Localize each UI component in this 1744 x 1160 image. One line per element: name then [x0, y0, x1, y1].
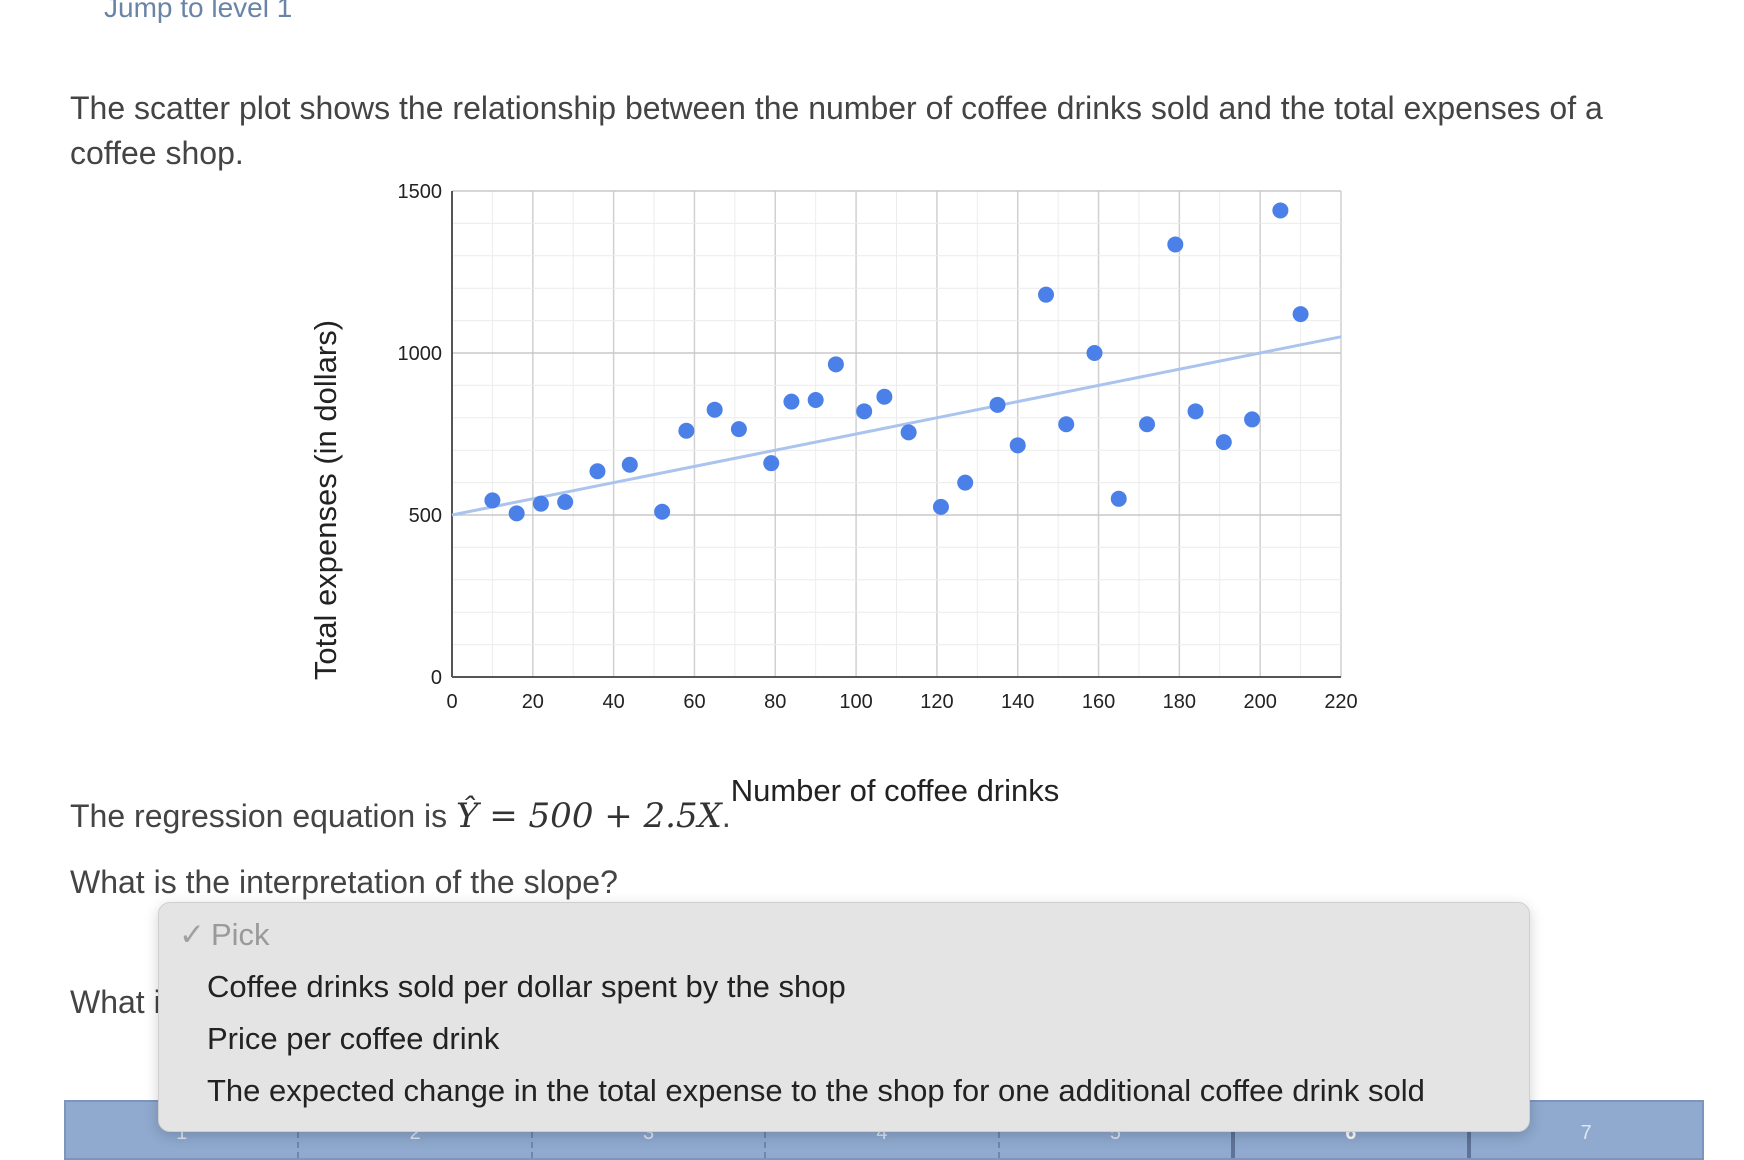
data-point: [783, 393, 800, 410]
data-point: [589, 463, 606, 480]
x-tick-label: 200: [1243, 691, 1276, 713]
y-tick-label: 0: [431, 667, 442, 689]
scatter-chart: 0 20 40 60 80 100 120 140 160 180 200 220 0 500 1000 15…: [308, 181, 1358, 808]
dropdown-option[interactable]: Price per coffee drink: [207, 1021, 500, 1056]
data-point: [989, 396, 1006, 413]
x-tick-label: 120: [920, 691, 953, 713]
data-point: [508, 505, 525, 522]
data-point: [900, 424, 917, 441]
x-tick-label: 20: [522, 691, 544, 713]
x-axis-label: Number of coffee drinks: [730, 773, 1060, 808]
y-tick-label: 1500: [398, 181, 443, 203]
data-point: [532, 495, 549, 512]
data-point: [1009, 437, 1026, 454]
x-tick-label: 160: [1082, 691, 1115, 713]
data-point: [1110, 490, 1127, 507]
checkmark-icon: ✓: [179, 917, 205, 952]
data-point: [1038, 286, 1055, 303]
x-tick-label: 180: [1163, 691, 1196, 713]
data-point: [763, 455, 780, 472]
regression-prefix: The regression equation is: [70, 798, 448, 834]
progress-step[interactable]: 7: [1580, 1122, 1592, 1144]
x-tick-label: 100: [839, 691, 872, 713]
data-point: [876, 388, 893, 405]
x-tick-label: 80: [764, 691, 786, 713]
x-tick-label: 60: [683, 691, 705, 713]
data-point: [856, 403, 873, 420]
data-point: [706, 401, 723, 418]
data-point: [1086, 345, 1103, 361]
dropdown-option[interactable]: The expected change in the total expense…: [207, 1073, 1425, 1108]
data-point: [1215, 434, 1232, 451]
data-point: [1058, 416, 1075, 433]
second-question-partial: What i: [70, 984, 161, 1020]
data-point: [827, 356, 844, 373]
data-point: [1244, 411, 1261, 428]
regression-suffix: .: [721, 798, 731, 834]
data-point: [807, 391, 824, 408]
y-axis-label: Total expenses (in dollars): [308, 319, 343, 681]
trend-line: [451, 335, 1342, 517]
question-intro: The scatter plot shows the relationship …: [70, 90, 1603, 171]
regression-equation: Ŷ = 500 + 2.5X: [456, 796, 722, 836]
data-point: [1292, 306, 1309, 323]
dropdown-option-pick[interactable]: ✓ Pick: [179, 917, 270, 952]
data-point: [730, 421, 747, 438]
data-point: [957, 474, 974, 491]
data-point: [1167, 236, 1184, 253]
x-tick-label: 40: [603, 691, 625, 713]
y-tick-label: 500: [409, 505, 442, 527]
data-point: [1272, 202, 1289, 219]
data-point: [557, 494, 574, 511]
slope-question: What is the interpretation of the slope?: [70, 864, 618, 900]
x-tick-label: 0: [446, 691, 457, 713]
y-tick-label: 1000: [398, 343, 443, 365]
jump-to-level-link[interactable]: Jump to level 1: [104, 0, 293, 23]
x-tick-label: 220: [1324, 691, 1357, 713]
data-point: [932, 498, 949, 515]
regression-line-text: The regression equation is Ŷ = 500 + 2.5…: [70, 796, 731, 836]
answer-dropdown-menu[interactable]: ✓ Pick Coffee drinks sold per dollar spen…: [158, 902, 1530, 1132]
data-point: [1139, 416, 1156, 433]
data-point: [621, 456, 638, 473]
data-point: [1187, 403, 1204, 420]
x-tick-label: 140: [1001, 691, 1034, 713]
dropdown-option[interactable]: Coffee drinks sold per dollar spent by t…: [207, 969, 846, 1004]
data-point: [654, 503, 671, 520]
scatter-plot-svg: 0 20 40 60 80 100 120 140 160 180 200 220 0 500 1000 15…: [398, 181, 1358, 713]
data-point: [484, 492, 501, 509]
data-point: [678, 422, 695, 439]
